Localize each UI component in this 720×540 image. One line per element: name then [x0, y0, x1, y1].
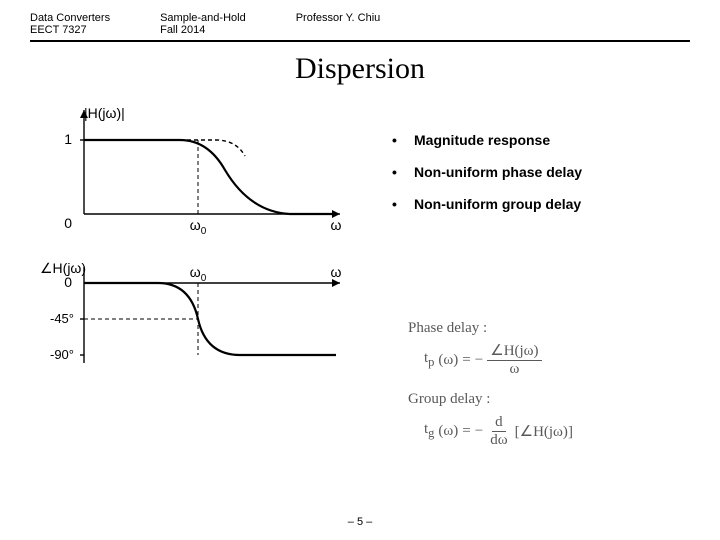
phase-plot: ∠H(jω) 0 -45° -90° ω0 ω: [40, 259, 360, 379]
bullet-magnitude: Magnitude response: [388, 132, 582, 148]
phase-xend: ω: [331, 264, 342, 280]
phase-delay-eq: Phase delay : tp (ω) = − ∠H(jω) ω: [408, 320, 693, 377]
mag-w0: ω0: [190, 217, 207, 237]
tp-symbol: tp: [424, 350, 434, 370]
header-col-2: Sample-and-Hold Fall 2014: [160, 12, 246, 36]
course-name: Data Converters: [30, 12, 110, 24]
term: Fall 2014: [160, 24, 246, 36]
minus-1: −: [475, 352, 483, 369]
mag-ylabel: |H(jω)|: [84, 105, 125, 121]
mag-xend: ω: [331, 217, 342, 233]
magnitude-plot: |H(jω)| 1 0 ω0 ω: [40, 104, 360, 239]
header-col-1: Data Converters EECT 7327: [30, 12, 110, 36]
eq-sign-1: =: [462, 352, 470, 369]
bullet-phase-delay: Non-uniform phase delay: [388, 164, 582, 180]
phase-delay-label: Phase delay :: [408, 320, 693, 337]
tg-bracket: [∠H(jω)]: [515, 422, 573, 441]
phase-m45: -45°: [50, 311, 74, 326]
graphs-column: |H(jω)| 1 0 ω0 ω: [40, 104, 360, 379]
group-delay-label: Group delay :: [408, 391, 693, 408]
topic: Sample-and-Hold: [160, 12, 246, 24]
professor: Professor Y. Chiu: [296, 12, 381, 24]
phase-m90: -90°: [50, 347, 74, 362]
tp-arg: (ω): [438, 352, 458, 369]
group-delay-eq: Group delay : tg (ω) = − d dω [∠H(jω)]: [408, 391, 693, 448]
mag-origin: 0: [64, 215, 72, 231]
bullet-list: Magnitude response Non-uniform phase del…: [388, 132, 582, 228]
equations-block: Phase delay : tp (ω) = − ∠H(jω) ω Group …: [408, 320, 693, 462]
tp-fraction: ∠H(jω) ω: [487, 343, 541, 377]
course-code: EECT 7327: [30, 24, 110, 36]
header-col-3: Professor Y. Chiu: [296, 12, 381, 36]
bullet-group-delay: Non-uniform group delay: [388, 196, 582, 212]
tg-fraction: d dω: [487, 414, 510, 448]
tg-arg: (ω): [438, 423, 458, 440]
phase-ylabel: ∠H(jω): [40, 260, 86, 276]
mag-tick-1: 1: [64, 131, 72, 147]
phase-origin: 0: [64, 274, 72, 290]
slide-title: Dispersion: [30, 52, 690, 86]
eq-sign-2: =: [462, 423, 470, 440]
slide-header: Data Converters EECT 7327 Sample-and-Hol…: [30, 12, 690, 42]
minus-2: −: [475, 423, 483, 440]
page-number: – 5 –: [0, 516, 720, 528]
phase-w0: ω0: [190, 264, 207, 284]
tg-symbol: tg: [424, 421, 434, 441]
